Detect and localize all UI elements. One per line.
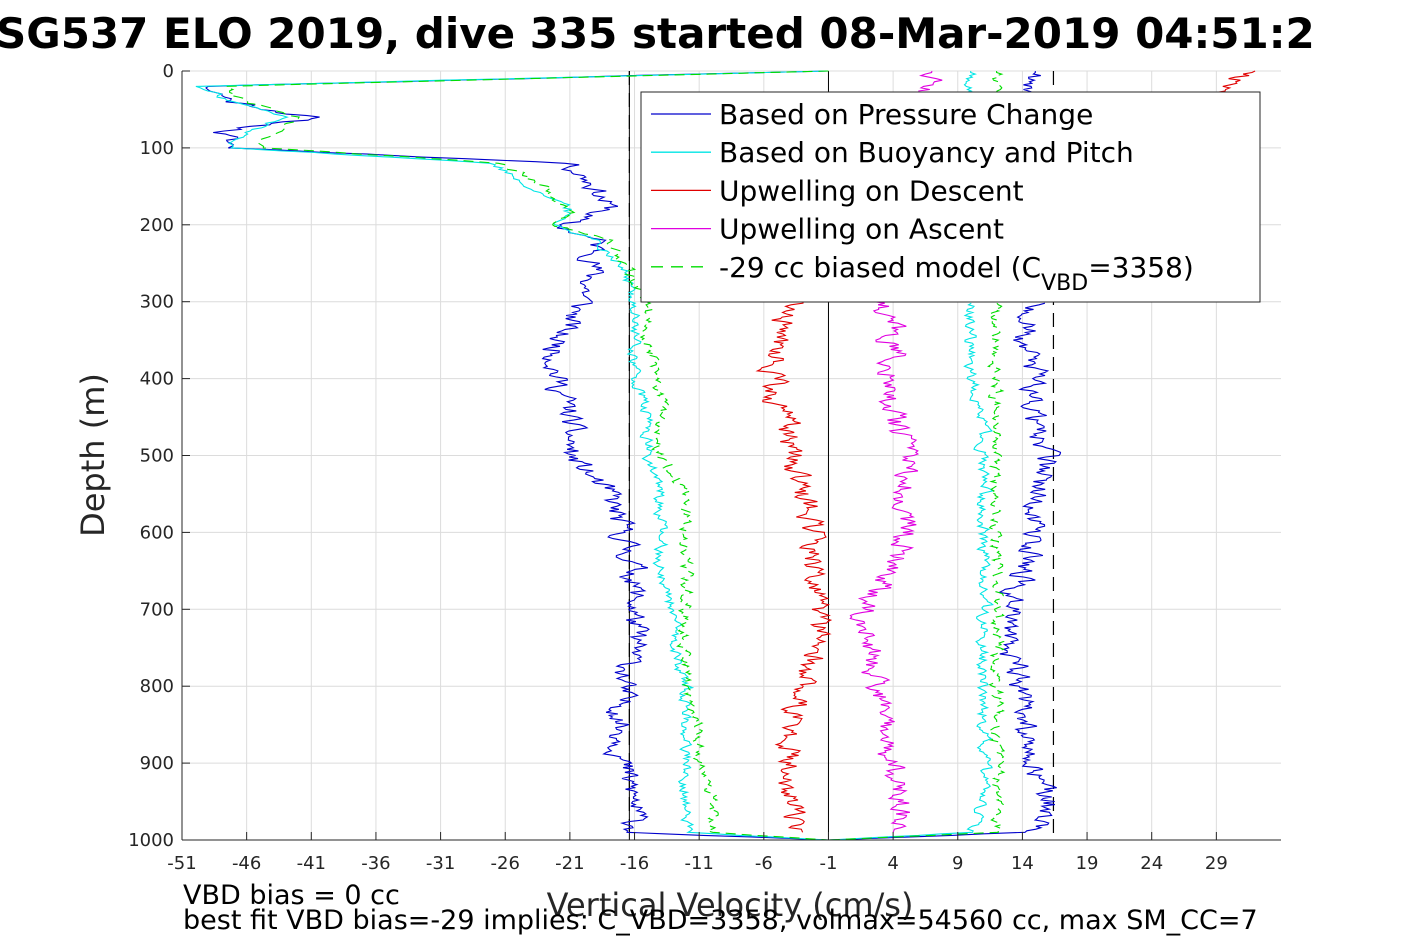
series-4-descent-line — [224, 70, 829, 841]
y-tick-label-7: 700 — [140, 599, 174, 620]
x-tick-label-15: 24 — [1140, 853, 1163, 874]
y-tick-label-5: 500 — [140, 446, 174, 467]
chart-title: SG537 ELO 2019, dive 335 started 08-Mar-… — [0, 9, 1315, 58]
x-tick-label-4: -31 — [426, 853, 455, 874]
y-tick-label-0: 0 — [163, 61, 174, 82]
x-tick-label-0: -51 — [167, 853, 196, 874]
x-tick-label-13: 14 — [1011, 853, 1034, 874]
x-tick-label-12: 9 — [952, 853, 963, 874]
series-layer — [195, 70, 1256, 841]
y-tick-label-6: 600 — [140, 522, 174, 543]
legend: Based on Pressure Change Based on Buoyanc… — [640, 91, 1261, 303]
x-tick-label-16: 29 — [1205, 853, 1228, 874]
x-tick-label-2: -41 — [297, 853, 326, 874]
y-ticks: 0 100 200 300 400 500 600 700 800 900 1000 — [128, 61, 190, 851]
legend-label-2: Upwelling on Descent — [719, 174, 1024, 207]
legend-label-3: Upwelling on Ascent — [719, 213, 1004, 246]
y-tick-label-8: 800 — [140, 676, 174, 697]
y-tick-label-1: 100 — [140, 138, 174, 159]
x-tick-label-7: -16 — [620, 853, 649, 874]
series-0-descent-line — [205, 70, 829, 841]
x-tick-label-14: 19 — [1076, 853, 1099, 874]
x-axis-label: Vertical Velocity (cm/s) — [547, 886, 914, 924]
x-tick-label-8: -11 — [684, 853, 713, 874]
x-tick-label-9: -6 — [755, 853, 773, 874]
x-ticks: -51 -46 -41 -36 -31 -26 -21 -16 -11 -6 -1 4 9 14 19 24 2… — [167, 832, 1228, 874]
x-tick-label-11: 4 — [887, 853, 898, 874]
y-axis-label: Depth (m) — [74, 373, 112, 537]
legend-label-4: -29 cc biased model (CVBD=3358) — [719, 251, 1194, 296]
legend-label-1: Based on Buoyancy and Pitch — [719, 136, 1134, 169]
y-tick-label-10: 1000 — [128, 830, 174, 851]
legend-label-0: Based on Pressure Change — [719, 98, 1093, 131]
y-tick-label-9: 900 — [140, 753, 174, 774]
x-tick-label-3: -36 — [361, 853, 390, 874]
x-tick-label-6: -21 — [555, 853, 584, 874]
x-tick-label-10: -1 — [819, 853, 837, 874]
x-tick-label-5: -26 — [491, 853, 520, 874]
y-tick-label-2: 200 — [140, 215, 174, 236]
legend-box — [640, 91, 1261, 303]
footer-line-1: VBD bias = 0 cc — [183, 880, 400, 911]
footer-line-2: best fit VBD bias=-29 implies: C_VBD=335… — [183, 905, 1258, 936]
y-tick-label-4: 400 — [140, 369, 174, 390]
x-tick-label-1: -46 — [232, 853, 261, 874]
y-tick-label-3: 300 — [140, 292, 174, 313]
